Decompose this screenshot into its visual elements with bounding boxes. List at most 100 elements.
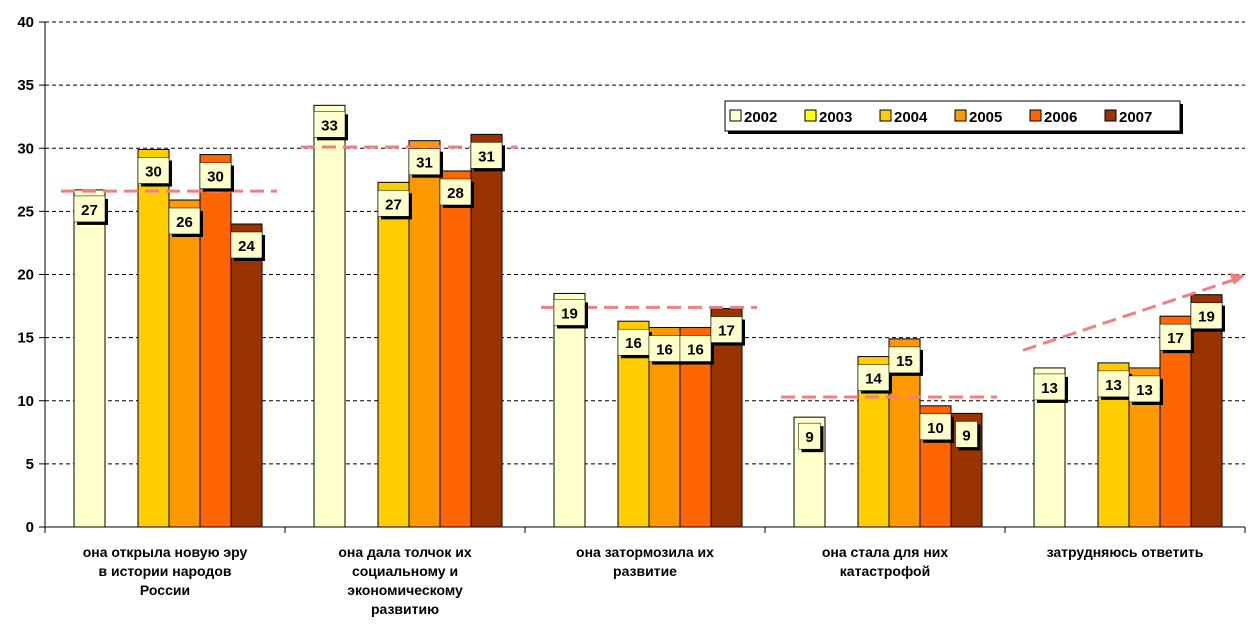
data-label: 27 [385,196,402,213]
bar-2004 [377,181,410,528]
data-label: 19 [1198,309,1215,326]
data-label: 31 [416,155,433,172]
bar-2007 [1190,294,1223,528]
bar-2002 [313,104,346,528]
y-tick-label: 25 [17,203,34,220]
x-category-label: социальному и [352,563,458,579]
data-label-box [199,162,232,189]
data-label-box [313,111,346,138]
data-label-box [377,190,410,217]
data-label: 16 [656,342,673,359]
legend-label: 2002 [744,109,777,126]
data-label-box [137,157,170,184]
legend-swatch-2006 [1029,109,1042,122]
data-label: 16 [687,342,704,359]
data-label: 24 [238,238,255,255]
legend-swatch-2005 [954,109,967,122]
bar-2005 [168,199,201,528]
legend-box [724,100,1181,132]
trend-arrow-line [1022,277,1238,352]
legend-label: 2006 [1044,109,1077,126]
x-category-label: экономическому [347,582,463,598]
data-label-box [408,148,441,175]
data-label: 10 [927,420,944,437]
bar-2005 [408,140,441,528]
data-label-box [1190,302,1223,329]
data-label-box [553,299,586,326]
y-axis: 0 5 10 15 20 25 30 35 40 [17,14,46,536]
x-category-label: развитию [371,601,439,617]
data-label: 9 [962,427,970,444]
data-label: 19 [561,305,578,322]
x-category-label: катастрофой [840,563,930,579]
x-axis: она открыла новую эру в истории народов Ро… [44,526,1246,617]
x-category-label: она стала для них [822,544,949,560]
legend: 2002 2003 2004 2005 2006 2007 [724,100,1183,134]
data-label: 15 [896,353,913,370]
data-label-box [168,207,201,235]
data-label: 26 [176,214,193,231]
x-category-label: она затормозила их [576,544,714,560]
data-label-box [617,328,650,356]
legend-label: 2004 [894,109,928,126]
x-category-label: она дала толчок их [338,544,472,560]
x-category-label: России [140,582,190,598]
data-label: 17 [718,323,735,340]
data-label-box [1097,370,1130,398]
data-labels: 27 30 26 30 24 33 27 31 28 31 19 16 16 16 17 9 14 15 10 9 13… [73,111,1225,453]
bar-2007 [230,223,263,528]
bar-2002 [553,292,586,528]
data-label-box [919,413,952,441]
bar-2007 [470,133,503,528]
legend-swatch-2004 [879,109,892,122]
x-category-label: затрудняюсь ответить [1047,544,1204,560]
y-tick-label: 20 [17,267,34,284]
bar-2002 [73,189,106,528]
legend-label: 2003 [819,109,852,126]
data-label: 28 [447,185,464,202]
x-category-label: она открыла новую эру [83,544,248,560]
data-label-box [648,335,681,362]
data-label-box [230,231,263,259]
data-label-box [1159,323,1192,351]
bar-2006 [199,154,232,528]
data-label: 9 [805,429,813,446]
bar-2006 [439,170,472,528]
data-label: 30 [207,169,224,186]
data-label-box [1033,373,1066,401]
data-label-box [955,421,978,448]
data-label-box [710,316,743,343]
y-tick-label: 15 [17,330,34,347]
legend-swatch-2002 [729,109,742,122]
y-tick-label: 0 [26,519,34,536]
data-label-box [888,346,921,374]
data-label: 33 [321,117,338,134]
data-label: 13 [1105,377,1122,394]
y-tick-label: 30 [17,140,34,157]
data-label-box [1128,375,1161,403]
data-label: 13 [1041,380,1058,397]
legend-swatch-2003 [804,109,817,122]
x-category-label: в истории народов [99,563,232,579]
data-label: 14 [865,371,882,388]
legend-label: 2007 [1119,109,1152,126]
y-tick-label: 10 [17,393,34,410]
bar-2004 [137,149,170,528]
x-category-label: развитие [613,563,677,579]
data-label: 16 [625,335,642,352]
data-label: 13 [1136,382,1153,399]
data-label: 17 [1167,330,1184,347]
data-label: 30 [145,164,162,181]
bars [73,104,1223,528]
data-label-box [73,195,106,223]
data-label: 27 [81,202,98,219]
legend-label: 2005 [969,109,1002,126]
data-label-box [439,178,472,206]
data-label-box [798,422,821,450]
data-label-box [470,142,503,169]
legend-swatch-2007 [1104,109,1117,122]
y-tick-label: 5 [26,456,34,473]
data-label: 31 [478,148,495,165]
y-tick-label: 35 [17,77,34,94]
y-tick-label: 40 [17,14,34,31]
